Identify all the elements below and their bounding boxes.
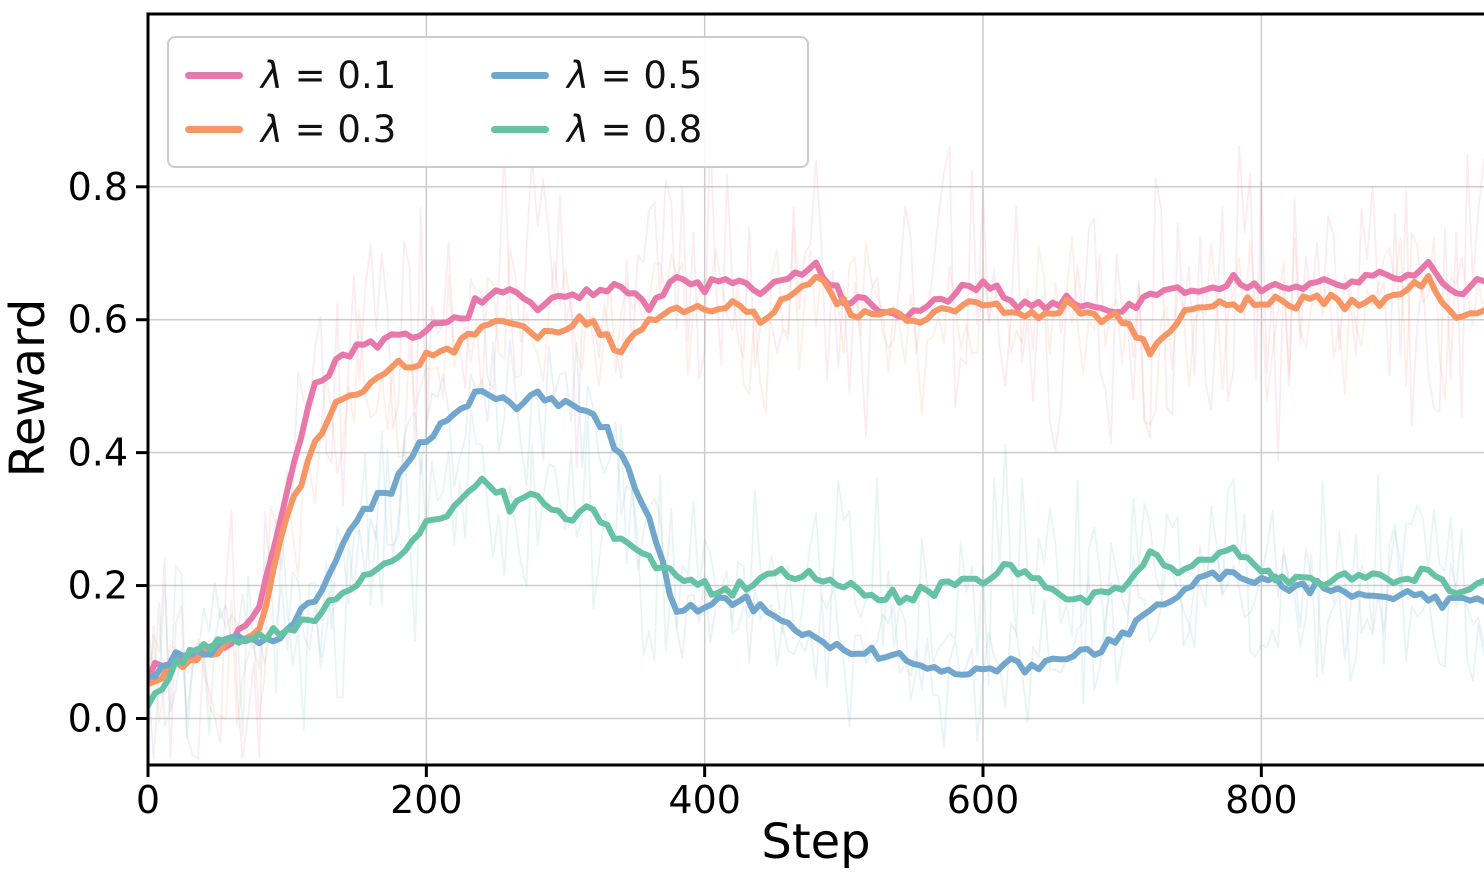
raw-trace-4	[148, 408, 1484, 739]
legend-swatch-lambda-0-3	[185, 125, 243, 133]
legend-swatch-lambda-0-5	[491, 71, 549, 79]
legend: λ = 0.1 λ = 0.3 λ = 0.5 λ = 0.8	[167, 36, 809, 168]
legend-swatch-lambda-0-1	[185, 71, 243, 79]
legend-item-lambda-0-5: λ = 0.5	[491, 50, 797, 100]
x-axis-label: Step	[761, 814, 870, 870]
grid	[147, 14, 1484, 765]
x-tick-label: 200	[390, 778, 463, 822]
series-line-3	[148, 388, 1484, 680]
y-tick-labels: 0.0 0.2 0.4 0.6 0.8	[68, 165, 128, 741]
y-tick-label: 0.2	[68, 564, 128, 608]
x-tick-label: 400	[668, 778, 741, 822]
x-tick-label: 800	[1225, 778, 1298, 822]
plot-series	[148, 128, 1484, 760]
series-line-4	[148, 475, 1484, 709]
y-axis-label: Reward	[0, 299, 56, 478]
y-tick-label: 0.4	[68, 431, 128, 475]
legend-label: λ = 0.8	[567, 107, 703, 151]
axis-ticks	[136, 185, 1263, 777]
x-tick-labels: 0 200 400 600 800	[136, 778, 1298, 822]
legend-label: λ = 0.5	[567, 53, 703, 97]
legend-item-lambda-0-3: λ = 0.3	[185, 104, 491, 154]
legend-label: λ = 0.1	[261, 53, 397, 97]
legend-item-lambda-0-8: λ = 0.8	[491, 104, 797, 154]
legend-swatch-lambda-0-8	[491, 125, 549, 133]
y-tick-label: 0.8	[68, 165, 128, 209]
legend-item-lambda-0-1: λ = 0.1	[185, 50, 491, 100]
y-tick-label: 0.6	[68, 298, 128, 342]
axes-spines	[146, 12, 1484, 767]
x-tick-label: 0	[136, 778, 160, 822]
series-line-1	[148, 258, 1484, 683]
legend-label: λ = 0.3	[261, 107, 397, 151]
x-tick-label: 600	[947, 778, 1020, 822]
raw-trace-2	[148, 227, 1484, 760]
raw-trace-3	[148, 338, 1484, 760]
raw-trace-1	[148, 128, 1484, 760]
y-tick-label: 0.0	[68, 696, 128, 740]
series-line-2	[148, 273, 1484, 688]
